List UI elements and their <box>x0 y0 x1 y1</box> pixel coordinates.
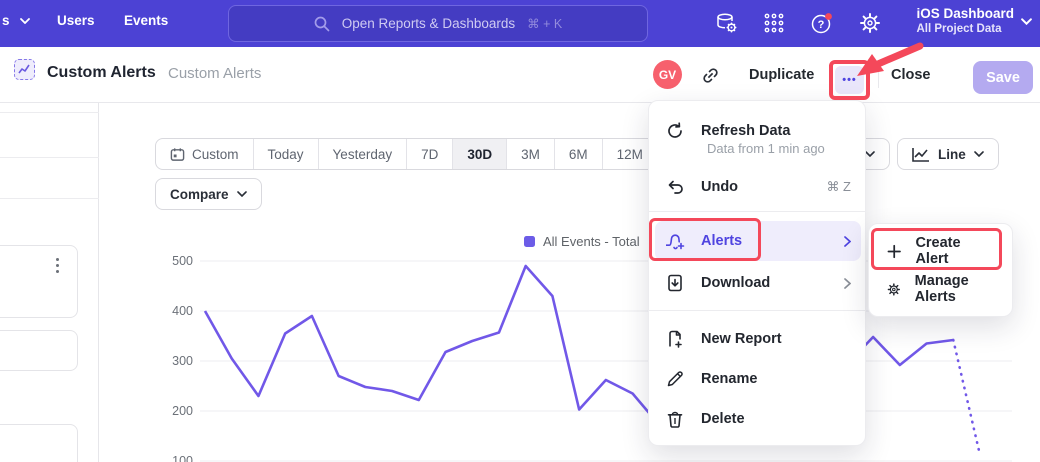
range-label: Custom <box>192 147 239 162</box>
apps-grid-icon[interactable] <box>762 11 786 35</box>
save-button[interactable]: Save <box>973 61 1033 94</box>
range-today[interactable]: Today <box>254 139 319 169</box>
app-window: 100 200 300 400 500 All Events - Total Custo… <box>0 0 1040 462</box>
chevron-down-icon <box>237 191 247 197</box>
divider <box>878 62 879 88</box>
alerts-submenu: Create Alert Manage Alerts <box>868 223 1013 317</box>
range-3m[interactable]: 3M <box>507 139 555 169</box>
breadcrumb[interactable]: Custom Alerts <box>168 65 261 82</box>
menu-item-download[interactable]: Download <box>655 263 861 303</box>
search-placeholder: Open Reports & Dashboards <box>342 16 515 31</box>
range-6m[interactable]: 6M <box>555 139 603 169</box>
help-icon[interactable]: ? <box>810 11 834 35</box>
chart-legend: All Events - Total <box>524 234 640 249</box>
kebab-menu-icon[interactable] <box>56 258 59 273</box>
chart-type-button[interactable]: Line <box>897 138 999 170</box>
menu-item-new-report[interactable]: New Report <box>655 319 861 359</box>
svg-text:300: 300 <box>172 354 193 368</box>
search-shortcut: ⌘ + K <box>527 16 562 31</box>
menu-item-undo[interactable]: Undo ⌘ Z <box>655 167 861 207</box>
refresh-subtitle: Data from 1 min ago <box>707 141 825 156</box>
trash-icon <box>665 409 685 429</box>
query-builder-sidebar <box>0 103 99 462</box>
range-custom[interactable]: Custom <box>156 139 254 169</box>
file-plus-icon <box>665 329 685 349</box>
menu-item-alerts[interactable]: Alerts <box>655 221 861 261</box>
data-management-icon[interactable] <box>714 11 738 35</box>
sidebar-divider <box>0 112 99 113</box>
nav-item-events[interactable]: Events <box>124 13 168 28</box>
svg-text:200: 200 <box>172 404 193 418</box>
undo-shortcut: ⌘ Z <box>826 179 851 195</box>
report-icon <box>14 59 35 80</box>
submenu-item-create-alert[interactable]: Create Alert <box>877 232 1004 270</box>
date-range-control: Custom Today Yesterday 7D 30D 3M 6M 12M <box>155 138 658 170</box>
search-icon <box>314 16 330 32</box>
chevron-down-icon <box>865 151 875 157</box>
svg-text:?: ? <box>818 19 825 31</box>
line-chart-icon <box>912 147 930 162</box>
gear-icon <box>887 281 901 298</box>
breakdown-card[interactable] <box>0 424 78 462</box>
nav-item-users[interactable]: Users <box>57 13 95 28</box>
global-search[interactable]: Open Reports & Dashboards ⌘ + K <box>228 5 648 42</box>
range-30d-selected[interactable]: 30D <box>453 139 507 169</box>
submenu-item-manage-alerts[interactable]: Manage Alerts <box>877 270 1004 308</box>
filter-card[interactable] <box>0 330 78 371</box>
close-button[interactable]: Close <box>891 67 931 83</box>
legend-label: All Events - Total <box>543 234 640 249</box>
project-scope: All Project Data <box>916 23 1014 35</box>
sidebar-divider <box>0 198 99 199</box>
duplicate-button[interactable]: Duplicate <box>749 67 814 83</box>
calendar-icon <box>170 147 185 162</box>
more-options-button[interactable]: ••• <box>835 66 864 94</box>
settings-gear-icon[interactable] <box>858 11 882 35</box>
chevron-down-icon <box>20 18 30 24</box>
legend-swatch <box>524 236 535 247</box>
compare-button[interactable]: Compare <box>155 178 262 210</box>
menu-divider <box>648 211 866 212</box>
menu-item-rename[interactable]: Rename <box>655 359 861 399</box>
more-options-menu: Refresh Data Data from 1 min ago Undo ⌘ … <box>648 100 866 446</box>
metric-card[interactable] <box>0 245 78 318</box>
chevron-down-icon <box>974 151 984 157</box>
avatar[interactable]: GV <box>653 60 682 89</box>
svg-text:500: 500 <box>172 254 193 268</box>
refresh-icon <box>665 121 685 141</box>
chevron-right-icon <box>844 236 851 247</box>
project-name: iOS Dashboard <box>916 6 1014 21</box>
report-header: Custom Alerts Custom Alerts GV Duplicate… <box>0 47 1040 103</box>
bell-plus-icon <box>665 231 685 251</box>
range-yesterday[interactable]: Yesterday <box>319 139 408 169</box>
plus-icon <box>887 244 901 259</box>
range-7d[interactable]: 7D <box>407 139 453 169</box>
chevron-down-icon <box>1021 18 1032 25</box>
sidebar-divider <box>0 157 99 158</box>
share-link-icon[interactable] <box>700 65 721 86</box>
menu-divider <box>648 310 866 311</box>
notification-dot <box>825 13 832 20</box>
svg-text:100: 100 <box>172 454 193 462</box>
nav-item-truncated[interactable]: s <box>2 13 30 28</box>
pencil-icon <box>665 369 685 389</box>
menu-item-delete[interactable]: Delete <box>655 399 861 439</box>
chevron-right-icon <box>844 278 851 289</box>
page-title: Custom Alerts <box>47 64 156 82</box>
top-navbar: s Users Events Open Reports & Dashboards… <box>0 0 1040 47</box>
download-icon <box>665 273 685 293</box>
undo-icon <box>665 177 685 197</box>
svg-text:400: 400 <box>172 304 193 318</box>
project-switcher[interactable]: iOS Dashboard All Project Data <box>916 6 1014 35</box>
